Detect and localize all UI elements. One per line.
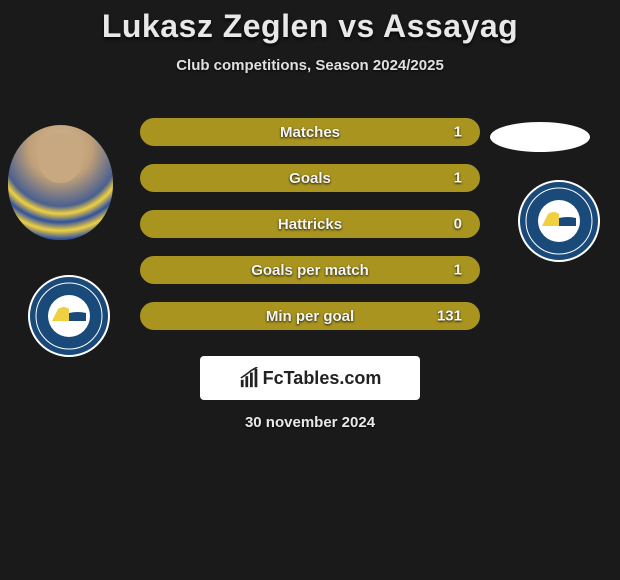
stat-label: Hattricks — [278, 216, 342, 233]
club-badge-left — [28, 275, 110, 357]
stat-value: 131 — [437, 308, 462, 325]
page-title: Lukasz Zeglen vs Assayag — [0, 0, 620, 45]
stat-label: Goals per match — [251, 262, 369, 279]
stats-container: Matches 1 Goals 1 Hattricks 0 Goals per … — [140, 118, 480, 348]
stat-value: 0 — [454, 216, 462, 233]
stat-row: Goals per match 1 — [140, 256, 480, 284]
club-crest-icon — [524, 186, 594, 256]
stat-value: 1 — [454, 170, 462, 187]
stat-row: Matches 1 — [140, 118, 480, 146]
stat-label: Goals — [289, 170, 331, 187]
player-left-photo — [8, 125, 113, 240]
stat-bar: Hattricks 0 — [140, 210, 480, 238]
stat-bar: Goals per match 1 — [140, 256, 480, 284]
page-subtitle: Club competitions, Season 2024/2025 — [0, 57, 620, 74]
player-right-placeholder — [490, 122, 590, 152]
club-crest-icon — [34, 281, 104, 351]
stat-bar: Matches 1 — [140, 118, 480, 146]
stat-label: Min per goal — [266, 308, 354, 325]
date-label: 30 november 2024 — [0, 414, 620, 431]
stat-value: 1 — [454, 262, 462, 279]
stat-row: Hattricks 0 — [140, 210, 480, 238]
stat-bar: Min per goal 131 — [140, 302, 480, 330]
stat-row: Min per goal 131 — [140, 302, 480, 330]
brand-logo: FcTables.com — [200, 356, 420, 400]
stat-label: Matches — [280, 124, 340, 141]
club-badge-right — [518, 180, 600, 262]
chart-icon — [239, 367, 261, 389]
brand-name: FcTables.com — [263, 368, 382, 389]
stat-row: Goals 1 — [140, 164, 480, 192]
stat-bar: Goals 1 — [140, 164, 480, 192]
stat-value: 1 — [454, 124, 462, 141]
